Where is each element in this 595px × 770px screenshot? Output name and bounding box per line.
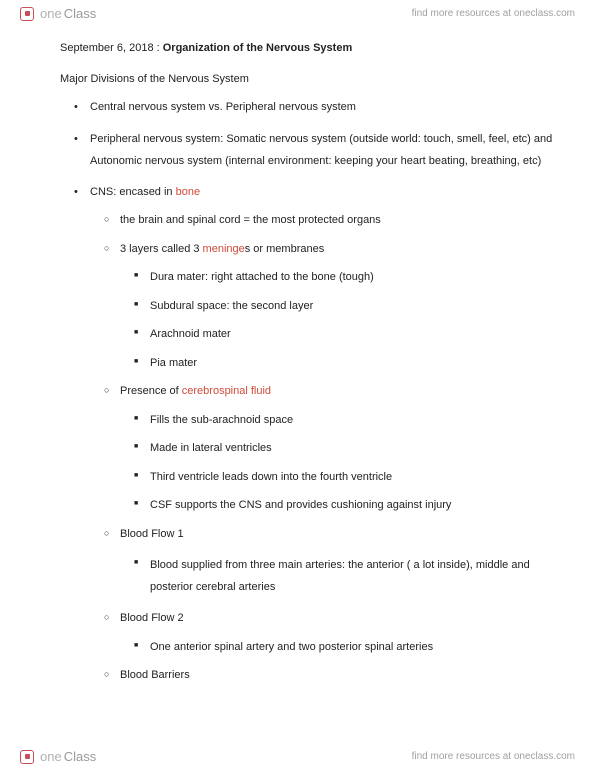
highlight-text: meninge bbox=[203, 243, 245, 255]
list-item: Subdural space: the second layer bbox=[60, 298, 555, 315]
page-footer: oneClass find more resources at oneclass… bbox=[0, 743, 595, 770]
brand-part2: Class bbox=[64, 6, 97, 21]
doc-subheading: Major Divisions of the Nervous System bbox=[60, 71, 555, 88]
text-run: s or membranes bbox=[245, 243, 324, 255]
list-item: Third ventricle leads down into the four… bbox=[60, 469, 555, 486]
list-item: CNS: encased in bone bbox=[60, 184, 555, 201]
page-header: oneClass find more resources at oneclass… bbox=[0, 0, 595, 27]
footer-tagline: find more resources at oneclass.com bbox=[412, 751, 575, 762]
list-item: Pia mater bbox=[60, 355, 555, 372]
text-run: CNS: encased in bbox=[90, 186, 176, 198]
brand-logo: oneClass bbox=[20, 749, 96, 764]
list-item: the brain and spinal cord = the most pro… bbox=[60, 212, 555, 229]
list-item: Presence of cerebrospinal fluid bbox=[60, 383, 555, 400]
list-item: Blood Barriers bbox=[60, 667, 555, 684]
text-run: 3 layers called 3 bbox=[120, 243, 203, 255]
logo-mark-icon bbox=[20, 750, 34, 764]
logo-mark-icon bbox=[20, 7, 34, 21]
list-item: Made in lateral ventricles bbox=[60, 440, 555, 457]
doc-title: Organization of the Nervous System bbox=[163, 42, 352, 54]
brand-part1: one bbox=[40, 749, 62, 764]
list-item: One anterior spinal artery and two poste… bbox=[60, 639, 555, 656]
list-item: Arachnoid mater bbox=[60, 326, 555, 343]
list-item: Blood Flow 1 bbox=[60, 526, 555, 543]
list-item: CSF supports the CNS and provides cushio… bbox=[60, 497, 555, 514]
list-item: Dura mater: right attached to the bone (… bbox=[60, 269, 555, 286]
doc-date: September 6, 2018 : bbox=[60, 42, 160, 54]
brand-part2: Class bbox=[64, 749, 97, 764]
list-item: Fills the sub-arachnoid space bbox=[60, 412, 555, 429]
highlight-text: cerebrospinal fluid bbox=[182, 385, 271, 397]
list-item: 3 layers called 3 meninges or membranes bbox=[60, 241, 555, 258]
brand-logo: oneClass bbox=[20, 6, 96, 21]
title-line: September 6, 2018 : Organization of the … bbox=[60, 40, 555, 57]
brand-part1: one bbox=[40, 6, 62, 21]
list-item: Peripheral nervous system: Somatic nervo… bbox=[60, 128, 555, 172]
highlight-text: bone bbox=[176, 186, 200, 198]
text-run: Presence of bbox=[120, 385, 182, 397]
document-body: September 6, 2018 : Organization of the … bbox=[60, 40, 555, 730]
list-item: Blood Flow 2 bbox=[60, 610, 555, 627]
notes-list: Central nervous system vs. Peripheral ne… bbox=[60, 99, 555, 684]
list-item: Central nervous system vs. Peripheral ne… bbox=[60, 99, 555, 116]
header-tagline: find more resources at oneclass.com bbox=[412, 8, 575, 19]
list-item: Blood supplied from three main arteries:… bbox=[60, 554, 555, 598]
